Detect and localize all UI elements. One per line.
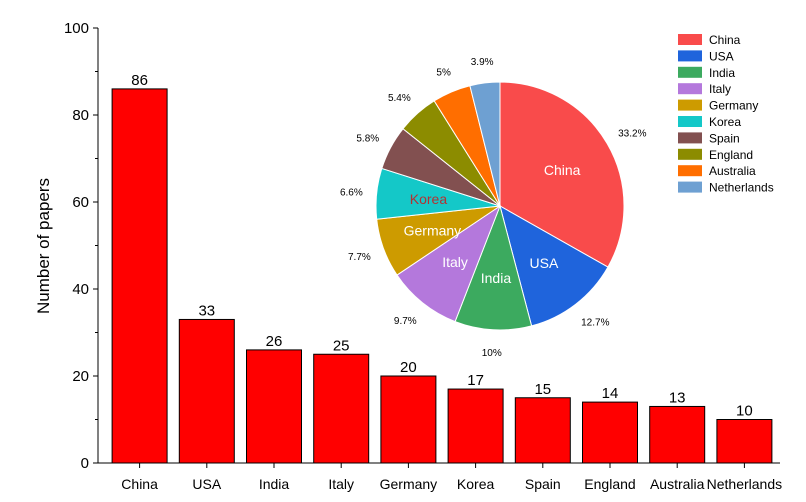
- pie-chart: 33.2% China 12.7% USA 10% India 9.7% Italy 7.7% G…: [340, 57, 647, 359]
- bar-data-label: 15: [534, 381, 551, 398]
- legend-swatch: [678, 34, 702, 45]
- bar-data-label: 17: [467, 372, 484, 389]
- legend-swatch: [678, 181, 702, 193]
- bar-data-label: 10: [736, 403, 753, 420]
- y-tick-label: 40: [72, 281, 89, 298]
- pie-percent-label: 3.9%: [471, 57, 494, 68]
- pie-slice-label: Germany: [404, 223, 462, 239]
- y-tick-label: 60: [72, 194, 89, 211]
- pie-percent-label: 9.7%: [394, 316, 417, 327]
- legend-label: China: [709, 33, 741, 47]
- bar: [313, 353, 370, 464]
- bar-data-label: 86: [131, 72, 148, 89]
- x-axis-tick-labels: China USA India Italy Germany Korea Spain Engla…: [121, 463, 782, 492]
- legend-label: India: [709, 66, 735, 80]
- y-axis-label: Number of papers: [34, 178, 53, 314]
- x-tick-label: Germany: [380, 476, 438, 492]
- legend-label: Italy: [709, 82, 731, 96]
- bar: [246, 349, 302, 464]
- pie-legend: China USA India Italy Germany Korea Spain Engla…: [678, 33, 774, 195]
- bar: [380, 375, 437, 464]
- legend-label: Netherlands: [709, 181, 774, 195]
- legend-label: Australia: [709, 164, 756, 178]
- pie-slice-label: India: [481, 270, 512, 286]
- bar: [178, 318, 235, 464]
- bar-data-label: 25: [333, 337, 350, 354]
- legend-swatch: [678, 132, 702, 144]
- x-tick-label: India: [259, 476, 290, 492]
- bar: [111, 88, 168, 464]
- legend-swatch: [678, 83, 702, 95]
- y-tick-label: 100: [64, 20, 89, 37]
- legend-label: USA: [709, 49, 734, 63]
- pie-slice-label: Italy: [442, 254, 468, 270]
- bar-data-label: 26: [266, 333, 283, 350]
- y-axis-ticks: 0 20 40 60 80 100: [64, 20, 98, 472]
- x-tick-label: England: [584, 476, 635, 492]
- pie-slice-label: USA: [530, 255, 559, 271]
- pie-percent-label: 6.6%: [340, 187, 363, 198]
- legend-swatch: [678, 99, 702, 111]
- legend-label: Korea: [709, 115, 741, 129]
- bar: [447, 388, 504, 464]
- bar: [649, 405, 706, 464]
- pie-percent-label: 5.8%: [356, 133, 379, 144]
- pie-slice-india: [454, 204, 533, 331]
- x-tick-label: Australia: [650, 476, 705, 492]
- legend-swatch: [678, 116, 702, 127]
- legend-label: Spain: [709, 131, 740, 145]
- legend-swatch: [678, 148, 702, 160]
- y-tick-label: 0: [81, 455, 89, 472]
- x-tick-label: Korea: [457, 476, 495, 492]
- bar-data-label: 13: [669, 389, 686, 406]
- y-tick-label: 20: [72, 368, 89, 385]
- pie-percent-label: 10%: [482, 348, 502, 359]
- bar-data-label: 33: [198, 302, 215, 319]
- bar: [582, 401, 638, 464]
- pie-slice-italy: [396, 204, 502, 323]
- bar: [716, 419, 773, 464]
- pie-slice-china: [499, 81, 625, 268]
- bars: 86 33 26 25 20 17 15 14 13 10: [111, 72, 773, 464]
- pie-percent-label: 5.4%: [388, 93, 411, 104]
- bar-data-label: 14: [602, 385, 619, 402]
- pie-slice-netherlands: [469, 81, 501, 207]
- y-tick-label: 80: [72, 107, 89, 124]
- bar-chart: Number of papers 0 20 40 60 80 100 86 33 26 25 20…: [34, 20, 782, 492]
- legend-label: England: [709, 148, 753, 162]
- legend-label: Germany: [709, 99, 758, 113]
- pie-slice-usa: [499, 204, 609, 327]
- bar: [514, 397, 571, 464]
- pie-slice-label: China: [544, 162, 581, 178]
- x-tick-label: Spain: [525, 476, 561, 492]
- pie-percent-label: 12.7%: [581, 318, 609, 329]
- legend-swatch: [678, 165, 702, 177]
- pie-percent-label: 5%: [436, 68, 451, 79]
- x-tick-label: Italy: [328, 476, 354, 492]
- pie-percent-label: 33.2%: [618, 128, 646, 139]
- x-tick-label: Netherlands: [707, 476, 783, 492]
- pie-percent-label: 7.7%: [348, 252, 371, 263]
- x-tick-label: USA: [192, 476, 221, 492]
- legend-swatch: [678, 66, 702, 78]
- legend-swatch: [678, 50, 702, 62]
- x-tick-label: China: [121, 476, 158, 492]
- pie-slice-label: Korea: [410, 191, 448, 207]
- bar-data-label: 20: [400, 359, 417, 376]
